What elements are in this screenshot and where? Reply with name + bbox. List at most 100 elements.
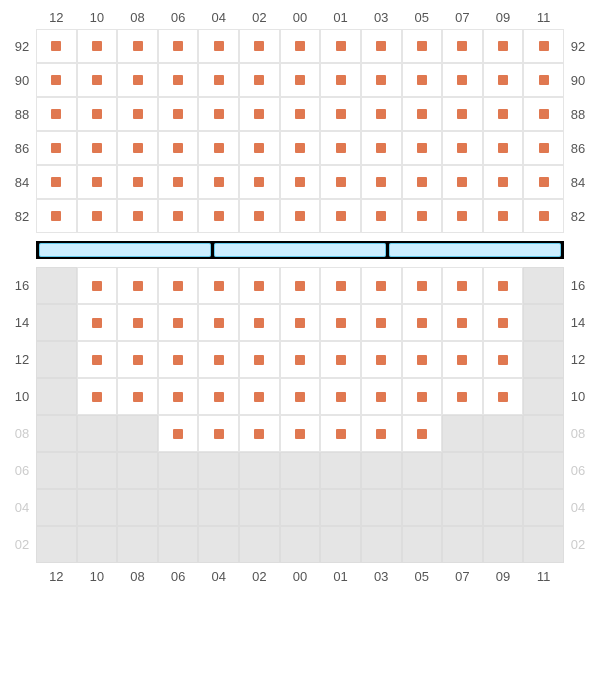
seat-cell[interactable] (320, 29, 361, 63)
seat-cell[interactable] (442, 199, 483, 233)
seat-cell[interactable] (158, 199, 199, 233)
seat-cell[interactable] (239, 267, 280, 304)
seat-cell[interactable] (158, 304, 199, 341)
seat-cell[interactable] (523, 29, 564, 63)
seat-cell[interactable] (239, 97, 280, 131)
seat-cell[interactable] (239, 415, 280, 452)
seat-cell[interactable] (442, 267, 483, 304)
seat-cell[interactable] (483, 29, 524, 63)
seat-cell[interactable] (36, 63, 77, 97)
seat-cell[interactable] (158, 341, 199, 378)
seat-cell[interactable] (523, 63, 564, 97)
seat-cell[interactable] (402, 341, 443, 378)
seat-cell[interactable] (117, 165, 158, 199)
seat-cell[interactable] (523, 165, 564, 199)
seat-cell[interactable] (483, 341, 524, 378)
seat-cell[interactable] (198, 304, 239, 341)
seat-cell[interactable] (402, 97, 443, 131)
seat-cell[interactable] (483, 165, 524, 199)
seat-cell[interactable] (320, 165, 361, 199)
seat-cell[interactable] (198, 63, 239, 97)
seat-cell[interactable] (483, 97, 524, 131)
seat-cell[interactable] (77, 131, 118, 165)
seat-cell[interactable] (77, 378, 118, 415)
seat-cell[interactable] (320, 131, 361, 165)
seat-cell[interactable] (402, 29, 443, 63)
seat-cell[interactable] (198, 341, 239, 378)
seat-cell[interactable] (77, 199, 118, 233)
seat-cell[interactable] (523, 199, 564, 233)
seat-cell[interactable] (158, 63, 199, 97)
seat-cell[interactable] (158, 29, 199, 63)
seat-cell[interactable] (158, 97, 199, 131)
seat-cell[interactable] (442, 29, 483, 63)
seat-cell[interactable] (36, 131, 77, 165)
seat-cell[interactable] (320, 341, 361, 378)
seat-cell[interactable] (361, 63, 402, 97)
seat-cell[interactable] (361, 199, 402, 233)
seat-cell[interactable] (402, 165, 443, 199)
seat-cell[interactable] (280, 63, 321, 97)
seat-cell[interactable] (280, 199, 321, 233)
seat-cell[interactable] (280, 341, 321, 378)
seat-cell[interactable] (198, 378, 239, 415)
seat-cell[interactable] (77, 341, 118, 378)
seat-cell[interactable] (361, 415, 402, 452)
seat-cell[interactable] (402, 267, 443, 304)
seat-cell[interactable] (442, 63, 483, 97)
seat-cell[interactable] (280, 29, 321, 63)
seat-cell[interactable] (280, 131, 321, 165)
seat-cell[interactable] (523, 131, 564, 165)
seat-cell[interactable] (320, 63, 361, 97)
seat-cell[interactable] (402, 378, 443, 415)
seat-cell[interactable] (361, 341, 402, 378)
seat-cell[interactable] (402, 199, 443, 233)
seat-cell[interactable] (239, 341, 280, 378)
seat-cell[interactable] (239, 29, 280, 63)
seat-cell[interactable] (198, 199, 239, 233)
seat-cell[interactable] (402, 63, 443, 97)
seat-cell[interactable] (36, 199, 77, 233)
seat-cell[interactable] (361, 165, 402, 199)
seat-cell[interactable] (117, 378, 158, 415)
seat-cell[interactable] (158, 378, 199, 415)
seat-cell[interactable] (361, 29, 402, 63)
seat-cell[interactable] (117, 97, 158, 131)
seat-cell[interactable] (442, 304, 483, 341)
seat-cell[interactable] (523, 97, 564, 131)
seat-cell[interactable] (117, 29, 158, 63)
seat-cell[interactable] (320, 97, 361, 131)
seat-cell[interactable] (361, 267, 402, 304)
seat-cell[interactable] (36, 29, 77, 63)
seat-cell[interactable] (36, 97, 77, 131)
seat-cell[interactable] (402, 131, 443, 165)
seat-cell[interactable] (77, 97, 118, 131)
seat-cell[interactable] (442, 97, 483, 131)
seat-cell[interactable] (117, 63, 158, 97)
seat-cell[interactable] (198, 97, 239, 131)
seat-cell[interactable] (239, 199, 280, 233)
seat-cell[interactable] (158, 131, 199, 165)
seat-cell[interactable] (239, 63, 280, 97)
seat-cell[interactable] (280, 415, 321, 452)
seat-cell[interactable] (158, 267, 199, 304)
seat-cell[interactable] (280, 378, 321, 415)
seat-cell[interactable] (239, 165, 280, 199)
seat-cell[interactable] (198, 415, 239, 452)
seat-cell[interactable] (361, 97, 402, 131)
seat-cell[interactable] (239, 304, 280, 341)
seat-cell[interactable] (117, 131, 158, 165)
seat-cell[interactable] (442, 165, 483, 199)
seat-cell[interactable] (198, 165, 239, 199)
seat-cell[interactable] (158, 165, 199, 199)
seat-cell[interactable] (483, 267, 524, 304)
seat-cell[interactable] (320, 378, 361, 415)
seat-cell[interactable] (483, 304, 524, 341)
seat-cell[interactable] (320, 199, 361, 233)
seat-cell[interactable] (320, 304, 361, 341)
seat-cell[interactable] (77, 165, 118, 199)
seat-cell[interactable] (77, 29, 118, 63)
seat-cell[interactable] (198, 29, 239, 63)
seat-cell[interactable] (442, 131, 483, 165)
seat-cell[interactable] (320, 415, 361, 452)
